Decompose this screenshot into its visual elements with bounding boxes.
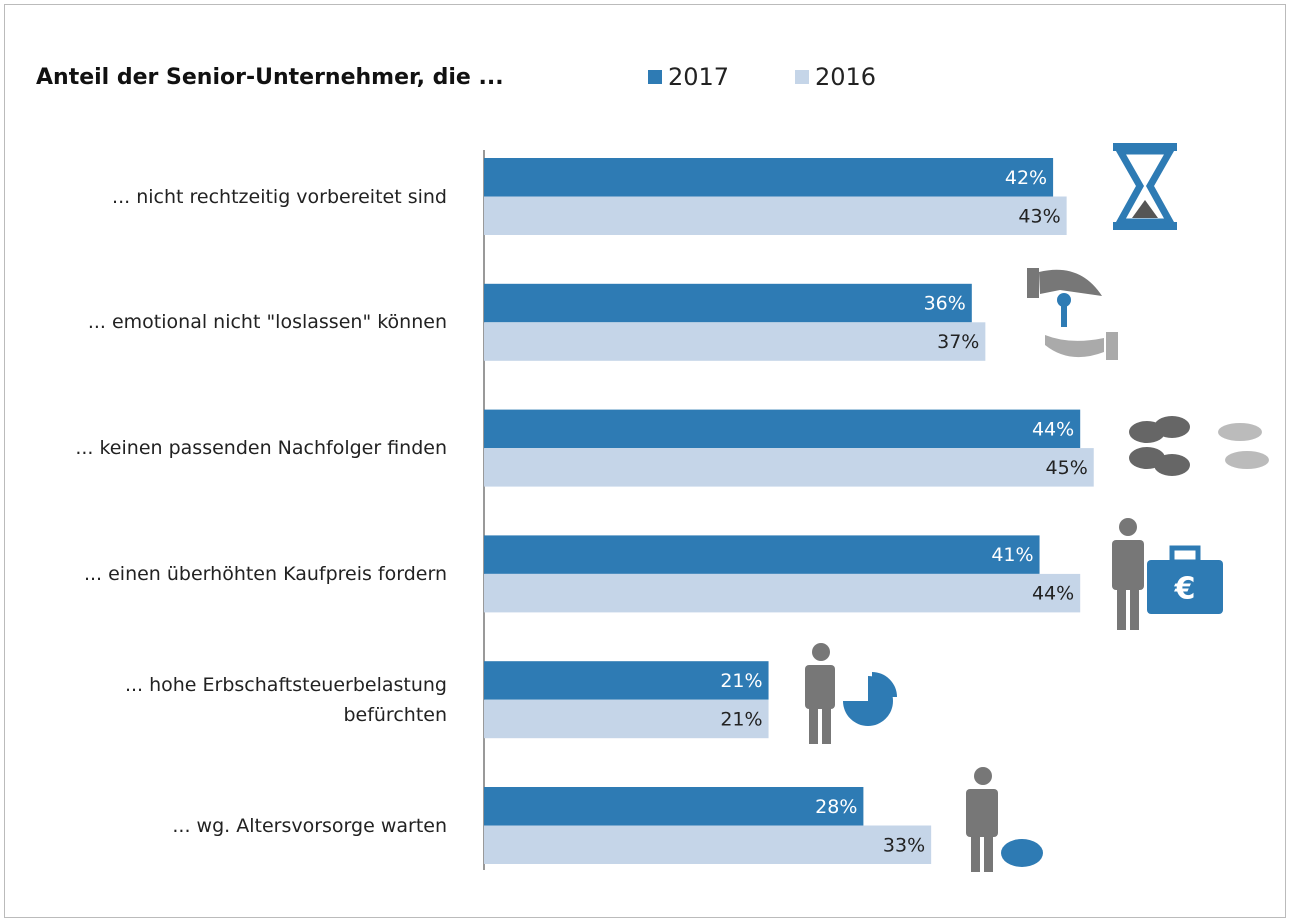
svg-text:€: € xyxy=(1174,572,1196,607)
value-label: 41% xyxy=(991,544,1033,566)
frame xyxy=(4,4,1286,918)
bar xyxy=(484,322,986,361)
bar xyxy=(484,573,1081,613)
icon-footprints xyxy=(1129,416,1269,476)
icon-man-pie xyxy=(805,643,897,744)
icon-hourglass xyxy=(1113,143,1177,230)
value-label: 36% xyxy=(924,293,966,315)
value-label: 43% xyxy=(1018,205,1060,227)
category-label: ... hohe Erbschaftsteuerbelastung befürc… xyxy=(124,673,447,726)
value-label: 44% xyxy=(1032,583,1074,605)
legend-swatch xyxy=(795,70,809,84)
value-label: 45% xyxy=(1046,457,1088,479)
bar xyxy=(484,158,1054,197)
value-label: 33% xyxy=(883,834,925,856)
category-label: ... wg. Altersvorsorge warten xyxy=(172,814,447,837)
bar xyxy=(484,283,972,323)
bar xyxy=(484,409,1081,449)
legend-label: 2016 xyxy=(815,63,876,91)
bar xyxy=(484,825,932,864)
bar xyxy=(484,448,1094,487)
value-label: 42% xyxy=(1005,167,1047,189)
category-label: ... einen überhöhten Kaufpreis fordern xyxy=(83,562,447,585)
legend-label: 2017 xyxy=(668,63,729,91)
value-label: 44% xyxy=(1032,418,1074,440)
icon-key-hands xyxy=(1027,268,1118,360)
icon-man-piggy xyxy=(966,767,1043,872)
category-label: ... nicht rechtzeitig vorbereitet sind xyxy=(112,185,447,208)
bar xyxy=(484,661,769,700)
value-label: 28% xyxy=(815,796,857,818)
bar xyxy=(484,787,864,826)
value-label: 21% xyxy=(720,708,762,730)
bar xyxy=(484,699,769,739)
icon-man-case: € xyxy=(1112,518,1223,630)
category-label: ... keinen passenden Nachfolger finden xyxy=(75,437,447,460)
value-label: 37% xyxy=(937,331,979,353)
chart-title: Anteil der Senior-Unternehmer, die ... xyxy=(36,65,504,90)
value-label: 21% xyxy=(720,670,762,692)
bar xyxy=(484,535,1040,574)
legend-swatch xyxy=(648,70,662,84)
category-label: ... emotional nicht "loslassen" können xyxy=(87,311,447,334)
bar xyxy=(484,196,1067,235)
